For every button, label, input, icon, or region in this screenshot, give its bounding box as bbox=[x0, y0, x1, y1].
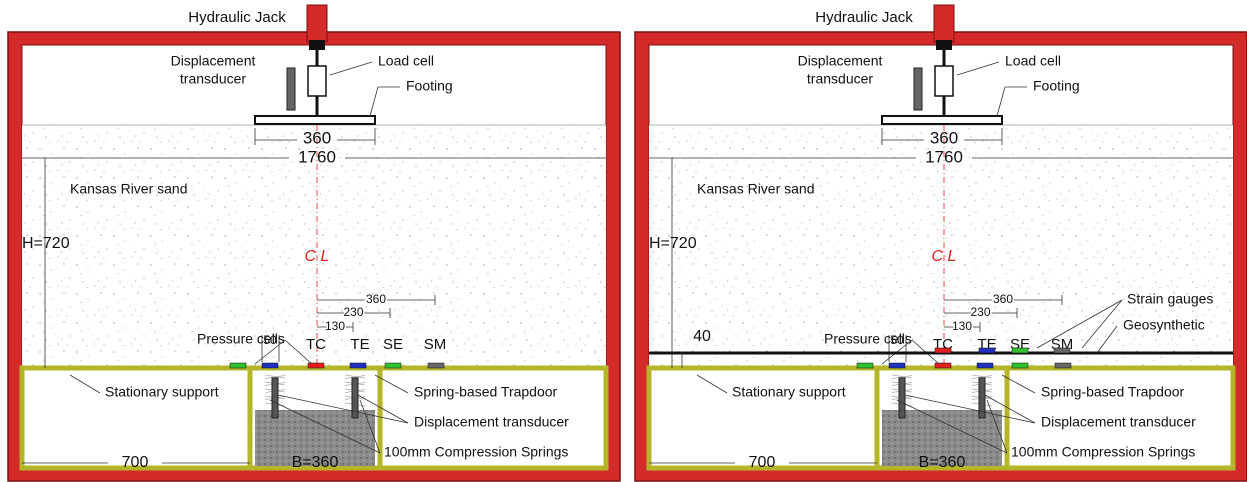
label: Stationary support bbox=[105, 384, 219, 400]
label: 100mm Compression Springs bbox=[1011, 444, 1195, 460]
pressure-cell bbox=[308, 363, 324, 368]
label: Hydraulic Jack bbox=[815, 9, 913, 26]
displacement-transducer bbox=[914, 68, 922, 110]
strain-gauge bbox=[1054, 348, 1070, 353]
pressure-cell bbox=[385, 363, 401, 368]
pressure-cell bbox=[857, 363, 873, 368]
label: 230 bbox=[343, 305, 363, 319]
jack-cap bbox=[309, 40, 325, 50]
label: 130 bbox=[952, 319, 972, 333]
label: Spring-based Trapdoor bbox=[1041, 384, 1185, 400]
label: B=360 bbox=[292, 454, 339, 471]
pressure-cell bbox=[428, 363, 444, 368]
label: Displacement transducer bbox=[414, 414, 569, 430]
label: Kansas River sand bbox=[70, 181, 188, 197]
label: Kansas River sand bbox=[697, 181, 815, 197]
label: C L bbox=[932, 248, 957, 265]
label: Displacement bbox=[171, 53, 256, 69]
pressure-cell bbox=[1012, 363, 1028, 368]
load-cell bbox=[935, 66, 953, 96]
label: Load cell bbox=[1005, 53, 1061, 69]
strain-gauge bbox=[1012, 348, 1028, 353]
label: 700 bbox=[122, 454, 149, 471]
label: 1760 bbox=[925, 147, 963, 166]
label: 700 bbox=[749, 454, 776, 471]
label: Strain gauges bbox=[1127, 291, 1213, 307]
label: 360 bbox=[303, 128, 331, 147]
pressure-cell bbox=[230, 363, 246, 368]
label: Load cell bbox=[378, 53, 434, 69]
label: H=720 bbox=[22, 235, 70, 252]
pressure-cell bbox=[935, 363, 951, 368]
displacement-transducer bbox=[287, 68, 295, 110]
label: Spring-based Trapdoor bbox=[414, 384, 558, 400]
label: 130 bbox=[325, 319, 345, 333]
label: B=360 bbox=[919, 454, 966, 471]
jack-cap bbox=[936, 40, 952, 50]
pressure-cell bbox=[889, 363, 905, 368]
label: Displacement transducer bbox=[1041, 414, 1196, 430]
displacement-transducer bbox=[272, 378, 278, 418]
label: C L bbox=[305, 248, 330, 265]
label: 360 bbox=[366, 292, 386, 306]
label: 40 bbox=[693, 328, 711, 345]
strain-gauge bbox=[935, 348, 951, 353]
label: TC bbox=[306, 336, 326, 353]
strain-gauge bbox=[979, 348, 995, 353]
label: Stationary support bbox=[732, 384, 846, 400]
label: transducer bbox=[807, 71, 873, 87]
load-cell bbox=[308, 66, 326, 96]
label: SE bbox=[383, 336, 403, 353]
hydraulic-jack bbox=[307, 5, 327, 42]
label: transducer bbox=[180, 71, 246, 87]
footing bbox=[882, 116, 1002, 124]
label: 360 bbox=[930, 128, 958, 147]
label: Footing bbox=[1033, 78, 1080, 94]
pressure-cell bbox=[350, 363, 366, 368]
label: Geosynthetic bbox=[1123, 317, 1205, 333]
label: Pressure cells bbox=[197, 331, 285, 347]
label: 230 bbox=[970, 305, 990, 319]
diagram: C L Hydraulic Jack Displacement transducer L… bbox=[0, 0, 1247, 482]
pressure-cell bbox=[977, 363, 993, 368]
hydraulic-jack bbox=[934, 5, 954, 42]
label: 1760 bbox=[298, 147, 336, 166]
pressure-cell bbox=[262, 363, 278, 368]
label: 360 bbox=[993, 292, 1013, 306]
label: Pressure cells bbox=[824, 331, 912, 347]
label: Displacement bbox=[798, 53, 883, 69]
displacement-transducer bbox=[899, 378, 905, 418]
label: SM bbox=[424, 336, 447, 353]
label: Footing bbox=[406, 78, 453, 94]
label: 100mm Compression Springs bbox=[384, 444, 568, 460]
label: TE bbox=[350, 336, 369, 353]
pressure-cell bbox=[1055, 363, 1071, 368]
label: H=720 bbox=[649, 235, 697, 252]
footing bbox=[255, 116, 375, 124]
label: Hydraulic Jack bbox=[188, 9, 286, 26]
